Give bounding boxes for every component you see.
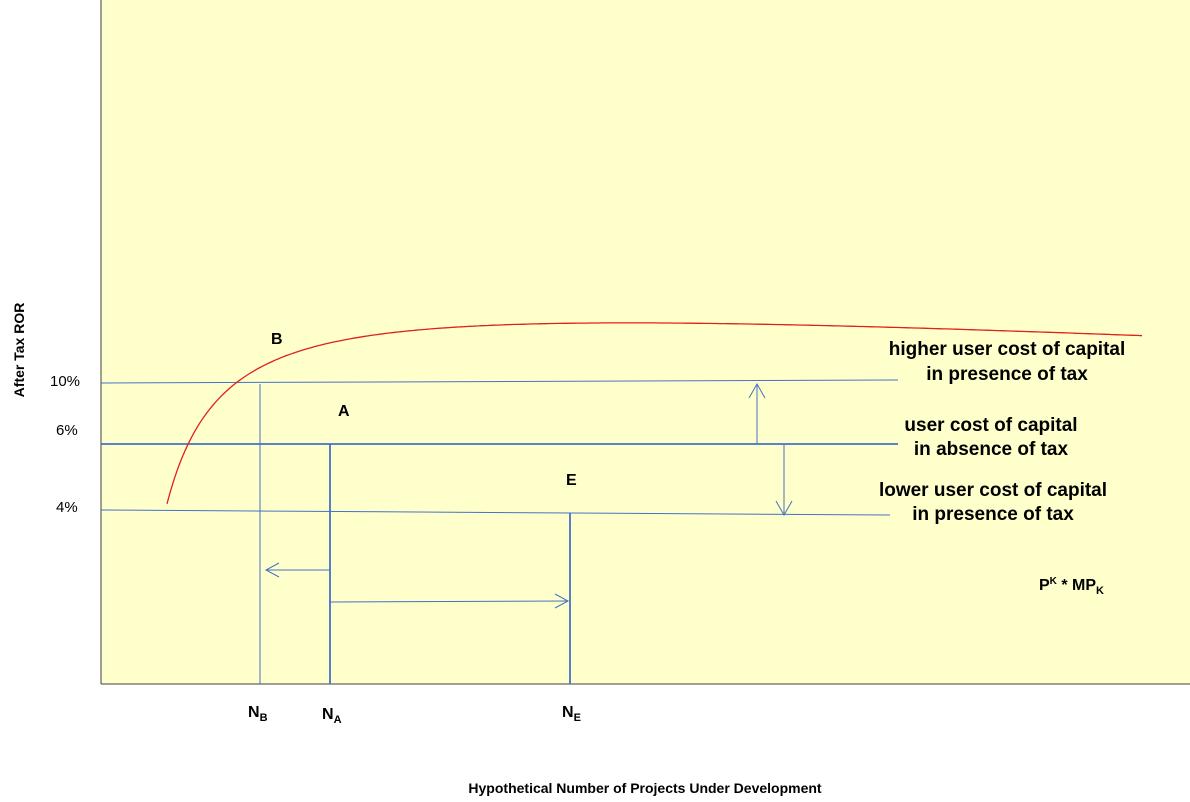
lower-cost-label-line1: lower user cost of capital bbox=[879, 480, 1107, 501]
x-label-ne: NE bbox=[562, 704, 581, 724]
arrow-down bbox=[775, 444, 793, 517]
higher-cost-label-line1: higher user cost of capital bbox=[889, 339, 1126, 360]
arrow-left bbox=[264, 562, 330, 578]
x-axis-title: Hypothetical Number of Projects Under De… bbox=[468, 780, 822, 796]
point-b-label: B bbox=[271, 331, 283, 348]
y-axis-title: After Tax ROR bbox=[11, 303, 27, 398]
arrow-up bbox=[748, 382, 766, 444]
y-tick-6: 6% bbox=[56, 422, 78, 439]
mpk-curve bbox=[166, 322, 1143, 504]
line-lower-cost bbox=[100, 509, 891, 516]
y-tick-10: 10% bbox=[50, 373, 80, 390]
base-cost-label-line1: user cost of capital bbox=[904, 415, 1077, 436]
base-cost-label-line2: in absence of tax bbox=[914, 439, 1069, 460]
y-tick-4: 4% bbox=[56, 499, 78, 516]
line-higher-cost bbox=[100, 379, 899, 384]
point-a-label: A bbox=[338, 403, 350, 420]
arrow-right bbox=[329, 593, 570, 609]
lower-cost-label-line2: in presence of tax bbox=[912, 504, 1074, 525]
curve-label: PK * MPK bbox=[1039, 576, 1104, 597]
higher-cost-label-line2: in presence of tax bbox=[926, 364, 1088, 385]
point-e-label: E bbox=[566, 472, 577, 489]
x-label-na: NA bbox=[322, 706, 342, 726]
x-label-nb: NB bbox=[248, 704, 268, 724]
